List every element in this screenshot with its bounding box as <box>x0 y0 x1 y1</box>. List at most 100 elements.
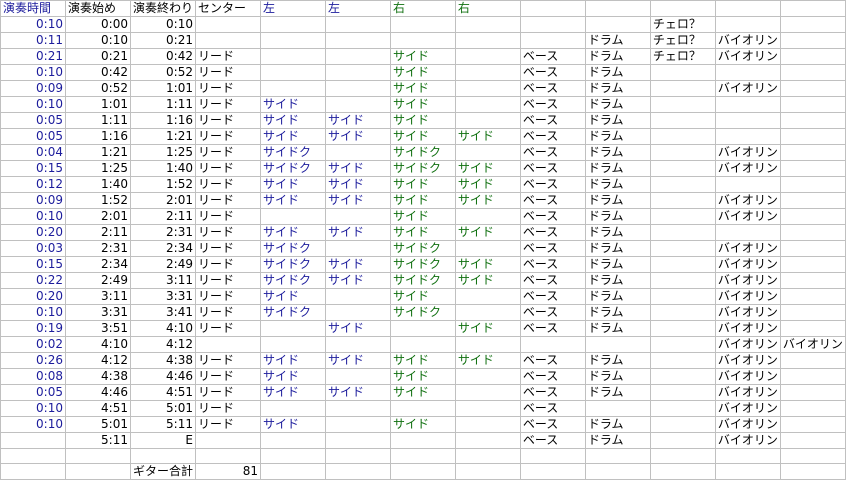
cell[interactable] <box>324 416 391 433</box>
cell[interactable]: サイド <box>324 272 391 289</box>
cell[interactable]: ドラム <box>584 368 651 385</box>
cell[interactable]: サイド <box>324 352 391 369</box>
cell[interactable] <box>779 432 846 449</box>
cell[interactable] <box>779 288 846 305</box>
cell[interactable] <box>454 384 521 401</box>
column-header-cell[interactable]: 演奏時間 <box>0 0 66 17</box>
cell[interactable] <box>259 48 326 65</box>
cell[interactable]: サイドク <box>389 272 456 289</box>
cell[interactable]: ベース <box>519 240 586 257</box>
cell[interactable] <box>454 16 521 33</box>
cell[interactable] <box>324 240 391 257</box>
cell[interactable]: サイド <box>259 192 326 209</box>
cell[interactable]: サイド <box>324 160 391 177</box>
cell[interactable]: サイド <box>259 352 326 369</box>
cell[interactable] <box>649 192 716 209</box>
cell[interactable] <box>454 400 521 417</box>
cell[interactable] <box>649 304 716 321</box>
cell[interactable] <box>584 463 651 480</box>
cell[interactable]: 0:15 <box>0 160 66 177</box>
cell[interactable] <box>454 432 521 449</box>
cell[interactable]: バイオリン <box>714 32 781 49</box>
cell[interactable]: 0:10 <box>129 16 196 33</box>
cell[interactable] <box>779 224 846 241</box>
cell[interactable]: サイド <box>324 320 391 337</box>
cell[interactable] <box>779 416 846 433</box>
cell[interactable]: ドラム <box>584 48 651 65</box>
cell[interactable]: サイドク <box>389 144 456 161</box>
cell[interactable] <box>259 400 326 417</box>
cell[interactable]: リード <box>194 288 261 305</box>
cell[interactable]: バイオリン <box>714 304 781 321</box>
cell[interactable]: 4:38 <box>129 352 196 369</box>
cell[interactable]: ドラム <box>584 96 651 113</box>
cell[interactable]: サイド <box>324 112 391 129</box>
cell[interactable]: サイド <box>259 112 326 129</box>
cell[interactable]: 4:12 <box>64 352 131 369</box>
cell[interactable] <box>779 240 846 257</box>
cell[interactable]: 3:31 <box>129 288 196 305</box>
cell[interactable]: ドラム <box>584 64 651 81</box>
cell[interactable] <box>779 48 846 65</box>
cell[interactable]: サイド <box>454 352 521 369</box>
cell[interactable]: サイドク <box>389 256 456 273</box>
cell[interactable]: ベース <box>519 96 586 113</box>
cell[interactable] <box>649 80 716 97</box>
cell[interactable]: サイドク <box>259 160 326 177</box>
cell[interactable]: 2:49 <box>129 256 196 273</box>
cell[interactable]: ベース <box>519 368 586 385</box>
cell[interactable] <box>649 256 716 273</box>
cell[interactable]: リード <box>194 272 261 289</box>
cell[interactable]: サイド <box>324 384 391 401</box>
cell[interactable]: 0:52 <box>64 80 131 97</box>
cell[interactable]: サイドク <box>389 240 456 257</box>
cell[interactable] <box>649 160 716 177</box>
cell[interactable]: サイド <box>389 352 456 369</box>
cell[interactable]: 3:31 <box>64 304 131 321</box>
cell[interactable]: リード <box>194 224 261 241</box>
cell[interactable]: 2:49 <box>64 272 131 289</box>
cell[interactable]: サイド <box>324 176 391 193</box>
cell[interactable]: 2:31 <box>129 224 196 241</box>
cell[interactable]: リード <box>194 320 261 337</box>
cell[interactable]: サイドク <box>259 272 326 289</box>
cell[interactable]: 4:46 <box>64 384 131 401</box>
cell[interactable]: バイオリン <box>714 288 781 305</box>
cell[interactable] <box>324 463 391 480</box>
cell[interactable]: サイド <box>389 96 456 113</box>
cell[interactable] <box>259 463 326 480</box>
cell[interactable]: リード <box>194 416 261 433</box>
cell[interactable] <box>0 463 66 480</box>
cell[interactable]: 0:10 <box>0 304 66 321</box>
cell[interactable]: サイド <box>454 256 521 273</box>
cell[interactable]: 1:40 <box>129 160 196 177</box>
cell[interactable]: 0:20 <box>0 224 66 241</box>
cell[interactable]: サイド <box>324 128 391 145</box>
cell[interactable] <box>779 144 846 161</box>
cell[interactable]: バイオリン <box>714 144 781 161</box>
cell[interactable]: サイド <box>259 384 326 401</box>
cell[interactable]: サイドク <box>259 304 326 321</box>
column-header-cell[interactable]: 右 <box>454 0 521 17</box>
cell[interactable]: ドラム <box>584 80 651 97</box>
column-header-cell[interactable]: 演奏終わり <box>129 0 196 17</box>
cell[interactable]: 1:25 <box>129 144 196 161</box>
cell[interactable]: リード <box>194 256 261 273</box>
cell[interactable]: 0:10 <box>0 64 66 81</box>
cell[interactable]: 1:16 <box>64 128 131 145</box>
cell[interactable] <box>779 208 846 225</box>
cell[interactable]: 0:09 <box>0 192 66 209</box>
cell[interactable] <box>649 432 716 449</box>
cell[interactable]: E <box>129 432 196 449</box>
cell[interactable] <box>649 64 716 81</box>
cell[interactable] <box>454 32 521 49</box>
cell[interactable]: ドラム <box>584 32 651 49</box>
cell[interactable]: 1:52 <box>64 192 131 209</box>
cell[interactable]: 1:25 <box>64 160 131 177</box>
cell[interactable] <box>324 48 391 65</box>
cell[interactable]: サイド <box>389 48 456 65</box>
cell[interactable]: ベース <box>519 144 586 161</box>
cell[interactable]: 1:52 <box>129 176 196 193</box>
cell[interactable]: リード <box>194 144 261 161</box>
cell[interactable] <box>714 176 781 193</box>
